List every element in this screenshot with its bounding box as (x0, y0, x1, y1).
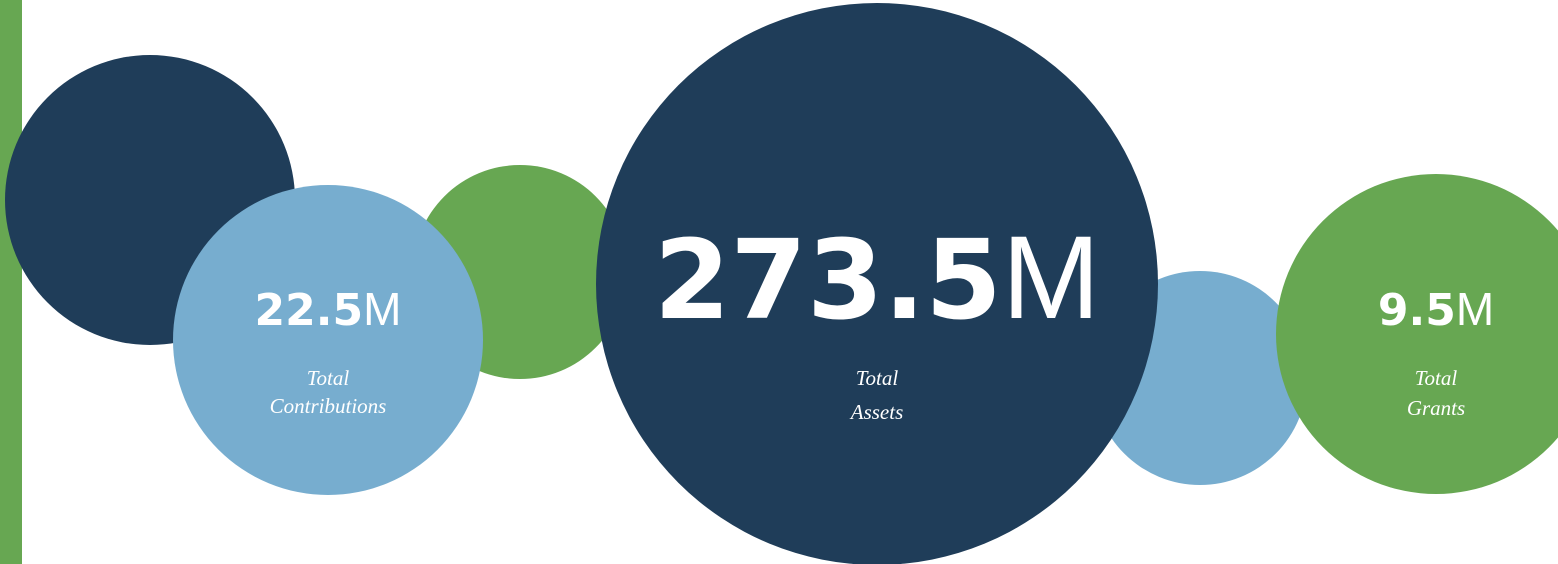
stat-label: Contributions (270, 394, 387, 418)
circle (173, 185, 483, 495)
side-bar (0, 0, 22, 564)
stat-label: Total (307, 366, 350, 390)
stat-label: Total (1415, 366, 1458, 390)
stat-label: Assets (849, 400, 904, 424)
stat-number: 273.5 (654, 216, 1002, 344)
stat-unit: M (363, 283, 401, 335)
stat-label: Total (856, 366, 899, 390)
stat-unit: M (1456, 283, 1494, 335)
stat-number: 22.5 (255, 285, 364, 336)
stat-unit: M (1002, 212, 1100, 344)
circle (596, 3, 1158, 564)
stat-number: 9.5 (1378, 285, 1456, 336)
stat-label: Grants (1407, 396, 1465, 420)
circle (1276, 174, 1558, 494)
stat-value: 9.5M (1378, 283, 1494, 336)
stat-value: 22.5M (255, 283, 402, 336)
stat-value: 273.5M (654, 212, 1100, 344)
